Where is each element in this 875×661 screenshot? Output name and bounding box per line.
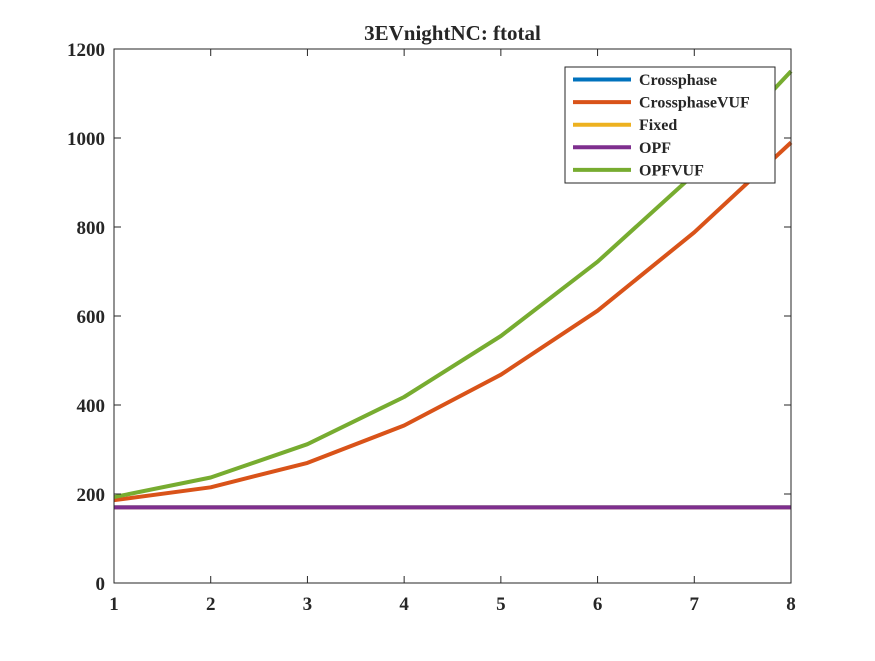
x-tick-label: 7 bbox=[690, 594, 700, 615]
legend-label-crossphase: Crossphase bbox=[639, 72, 717, 89]
y-tick-label: 400 bbox=[77, 396, 106, 417]
x-tick-label: 4 bbox=[399, 594, 409, 615]
y-tick-label: 0 bbox=[96, 574, 106, 595]
y-tick-label: 1200 bbox=[67, 40, 105, 61]
legend: Crossphase CrossphaseVUF Fixed OPF OPFVUF bbox=[564, 66, 776, 184]
x-tick-label: 1 bbox=[109, 594, 119, 615]
y-tick-label: 600 bbox=[77, 307, 106, 328]
tick-layer: 1 2 3 4 5 6 7 8 0 200 400 600 800 1000 1200 bbox=[67, 40, 796, 615]
legend-label-crossphasevuf: CrossphaseVUF bbox=[639, 95, 750, 112]
series-layer bbox=[113, 69, 793, 510]
legend-label-opfvuf: OPFVUF bbox=[639, 162, 704, 179]
x-tick-label: 3 bbox=[303, 594, 313, 615]
legend-label-fixed: Fixed bbox=[639, 117, 677, 134]
x-tick-label: 2 bbox=[206, 594, 216, 615]
series-line-opfvuf bbox=[113, 69, 793, 500]
x-tick-label: 6 bbox=[593, 594, 603, 615]
series-line-crossphasevuf bbox=[113, 141, 793, 503]
chart-title: 3EVnightNC: ftotal bbox=[364, 21, 541, 45]
legend-label-opf: OPF bbox=[639, 140, 671, 157]
x-tick-label: 5 bbox=[496, 594, 506, 615]
y-tick-label: 800 bbox=[77, 218, 106, 239]
y-tick-label: 200 bbox=[77, 485, 106, 506]
y-tick-label: 1000 bbox=[67, 129, 105, 150]
x-tick-label: 8 bbox=[786, 594, 796, 615]
